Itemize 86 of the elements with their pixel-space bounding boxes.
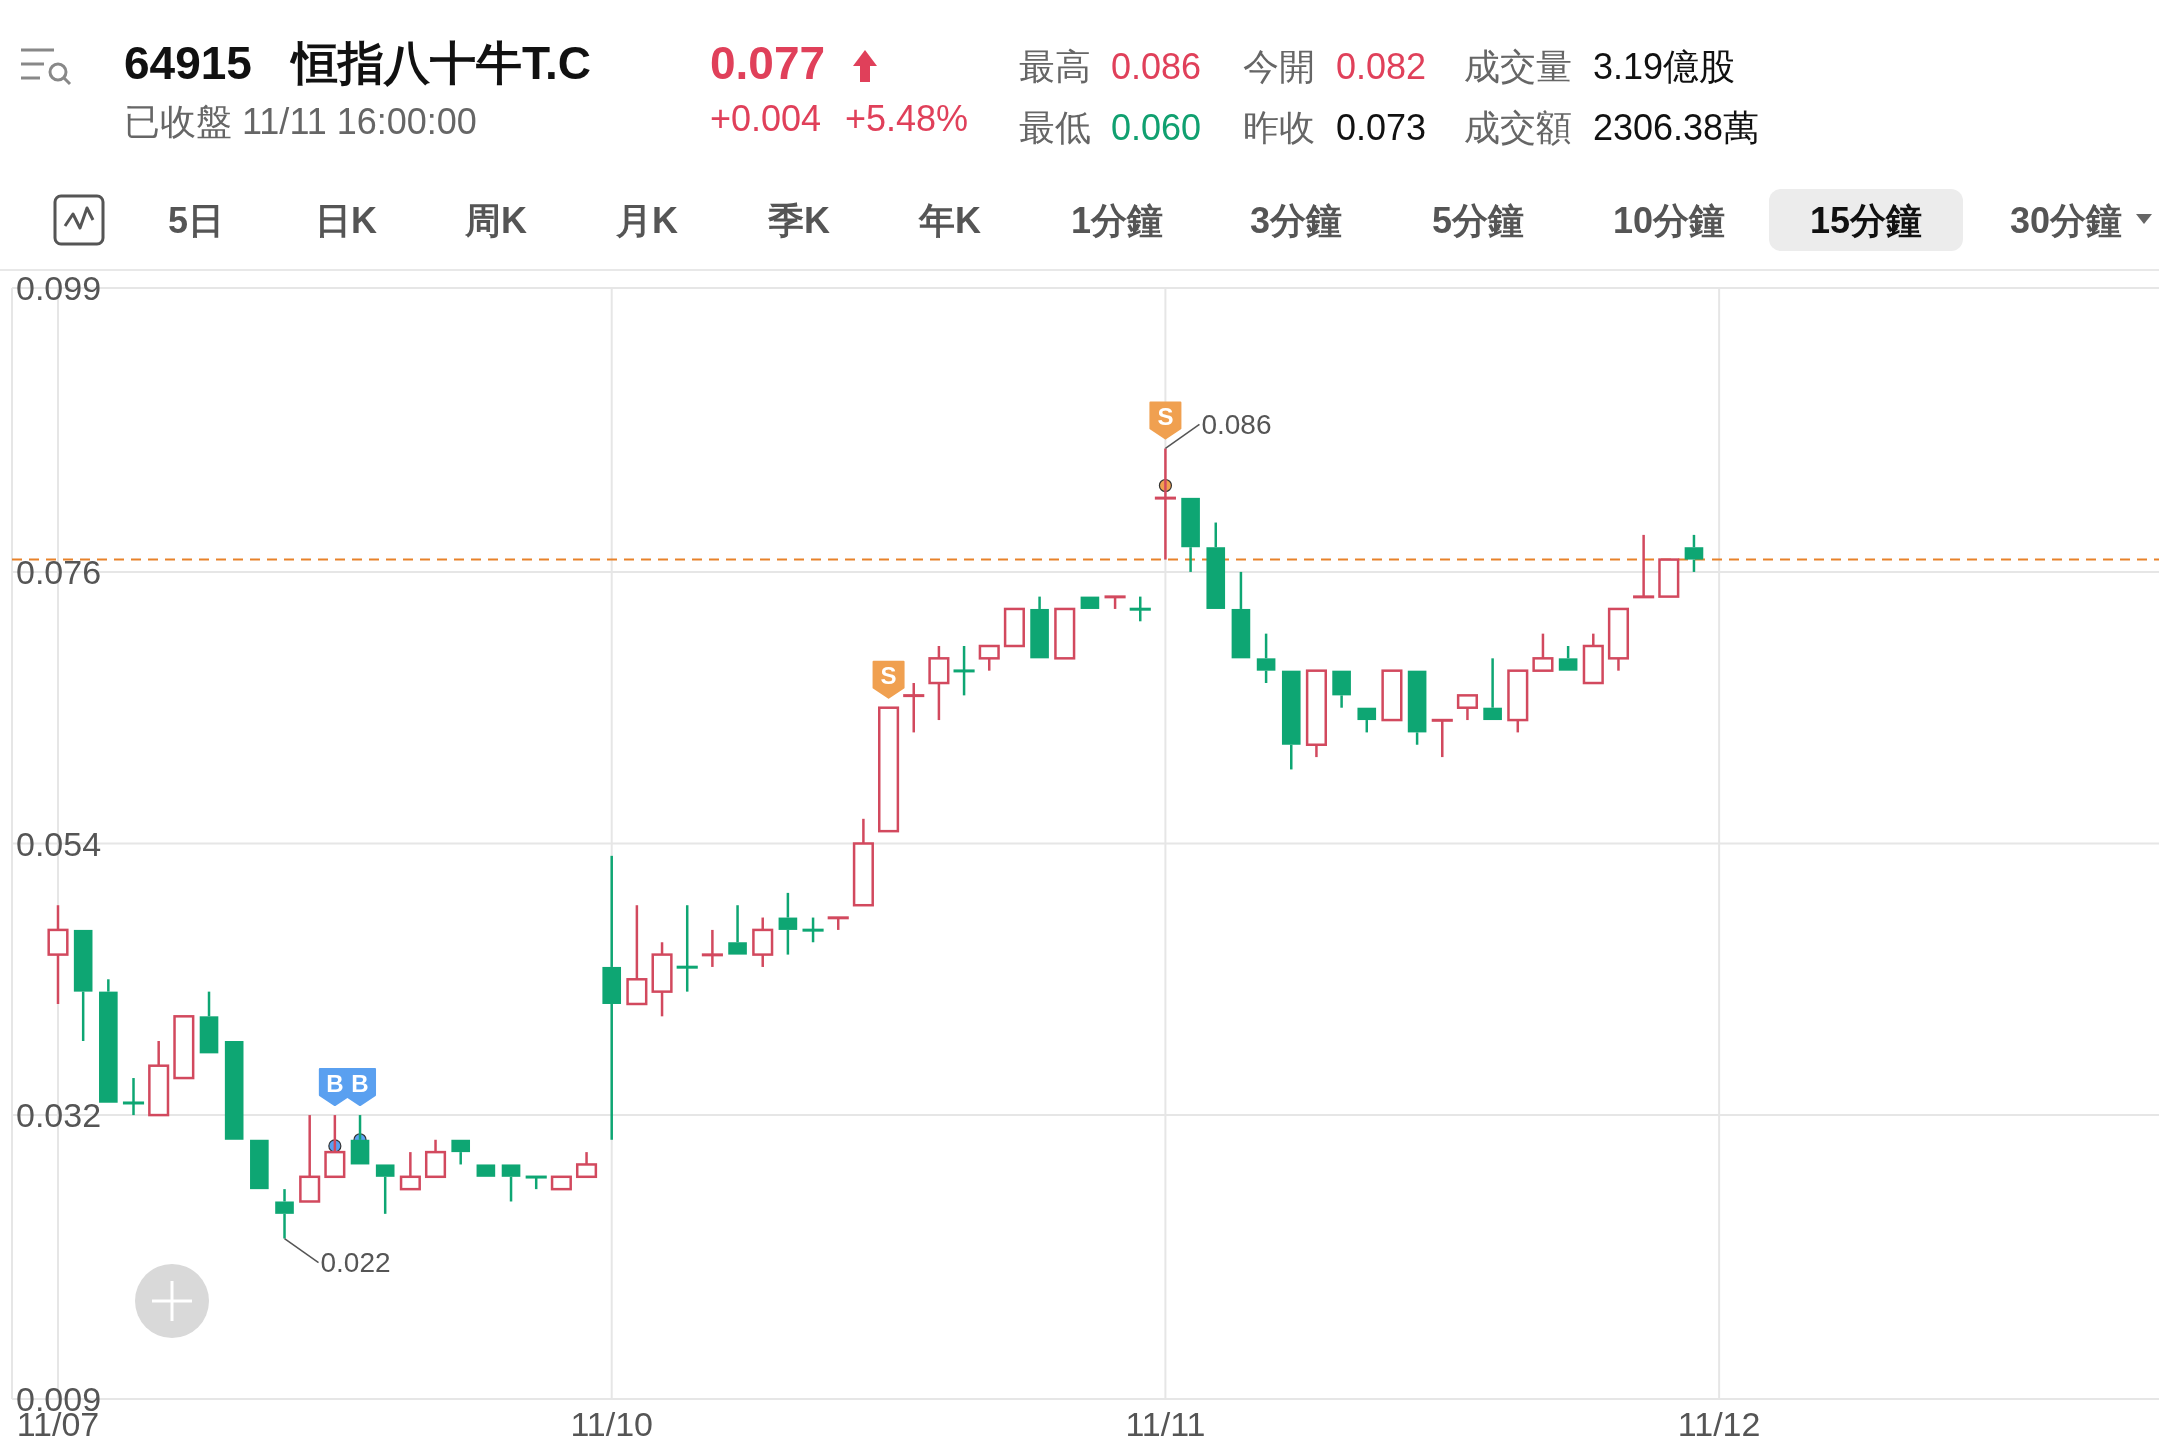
candlestick: [1456, 694, 1478, 722]
text: 0.077: [710, 37, 826, 89]
candlestick: [375, 1164, 395, 1216]
candlestick: [1054, 607, 1076, 660]
candlestick: [1305, 669, 1327, 759]
text: 0.060: [1111, 106, 1202, 148]
text: 15分鐘: [1809, 199, 1923, 241]
y-tick-label: 0.032: [16, 1096, 102, 1135]
candlestick: [148, 1039, 170, 1117]
text: 64915: [124, 37, 252, 89]
text: 成交量: [1464, 45, 1572, 87]
candlestick: [224, 1041, 244, 1140]
candlestick: [501, 1164, 521, 1203]
candlestick: [1281, 670, 1301, 771]
candlestick: [173, 1015, 195, 1080]
candlestick: [676, 903, 698, 993]
candlestick: [199, 990, 219, 1054]
x-tick-label: 11/12: [1677, 1405, 1761, 1443]
candlestick: [575, 1150, 598, 1179]
text: 5日: [167, 199, 225, 241]
candlestick: [451, 1139, 471, 1166]
candlestick: [752, 916, 774, 969]
candlestick: [852, 817, 874, 907]
text: 0.082: [1336, 45, 1427, 87]
text: 0.073: [1336, 106, 1427, 148]
y-tick-label: 0.076: [16, 552, 102, 591]
candlestick: [122, 1076, 145, 1117]
candlestick: [399, 1150, 421, 1191]
text: 30分鐘: [2009, 199, 2123, 241]
text: 季K: [767, 199, 830, 241]
annotation: 0.086: [1201, 408, 1272, 440]
text: +0.004: [710, 97, 822, 139]
candlestick: [1381, 669, 1403, 722]
text: 10分鐘: [1612, 199, 1726, 241]
text: 2306.38萬: [1593, 106, 1760, 148]
annotation: B: [351, 1069, 369, 1097]
candlestick: [1231, 570, 1251, 659]
text: 0.086: [1111, 45, 1202, 87]
candlestick: [1080, 596, 1100, 609]
annotation: 0.022: [320, 1247, 391, 1279]
candlestick: [1633, 533, 1655, 599]
candlestick: [299, 1113, 321, 1203]
candlestick: [1003, 607, 1025, 648]
candlestick: [701, 928, 723, 969]
candlestick: [47, 903, 69, 1006]
text: 成交額: [1464, 106, 1572, 148]
text: 月K: [615, 199, 678, 241]
candlestick: [903, 681, 925, 734]
candlestick: [476, 1164, 496, 1177]
candlestick: [1532, 632, 1554, 672]
y-tick-label: 0.054: [16, 824, 102, 863]
candlestick: [626, 903, 648, 1006]
x-tick-label: 11/10: [570, 1405, 653, 1443]
candlestick: [1607, 607, 1630, 672]
text: 年K: [918, 199, 981, 241]
text: +5.48%: [845, 97, 969, 139]
chart-title: 恒指八十牛T.C: [289, 37, 591, 89]
candlestick: [424, 1138, 447, 1179]
text: 最低: [1019, 106, 1091, 148]
candlestick: [73, 929, 93, 1043]
candlestick: [324, 1113, 346, 1179]
text: 5分鐘: [1431, 199, 1525, 241]
candlestick: [1206, 521, 1226, 609]
text: 昨收: [1243, 106, 1315, 148]
candlestick: [953, 644, 975, 697]
annotation: S: [880, 662, 897, 690]
text: 3分鐘: [1249, 199, 1343, 241]
candlestick: [1129, 595, 1151, 623]
y-tick-label: 0.099: [16, 269, 102, 307]
text: 今開: [1243, 45, 1315, 87]
annotation: B: [326, 1069, 344, 1097]
text: 日K: [315, 199, 377, 241]
candlestick: [550, 1175, 572, 1191]
text: 1分鐘: [1070, 199, 1164, 241]
text: 已收盤 11/11 16:00:00: [124, 100, 477, 142]
text: 3.19億股: [1593, 45, 1736, 87]
candlestick: [1431, 718, 1453, 759]
text: 周K: [464, 199, 527, 241]
text: 最高: [1019, 45, 1091, 87]
candlestick: [1658, 558, 1680, 598]
candlestick: [602, 854, 622, 1142]
candlestick: [778, 891, 798, 956]
candlestick: [1154, 447, 1176, 561]
candlestick: [1582, 632, 1604, 685]
annotation: S: [1157, 402, 1174, 430]
x-tick-label: 11/11: [1125, 1405, 1206, 1443]
